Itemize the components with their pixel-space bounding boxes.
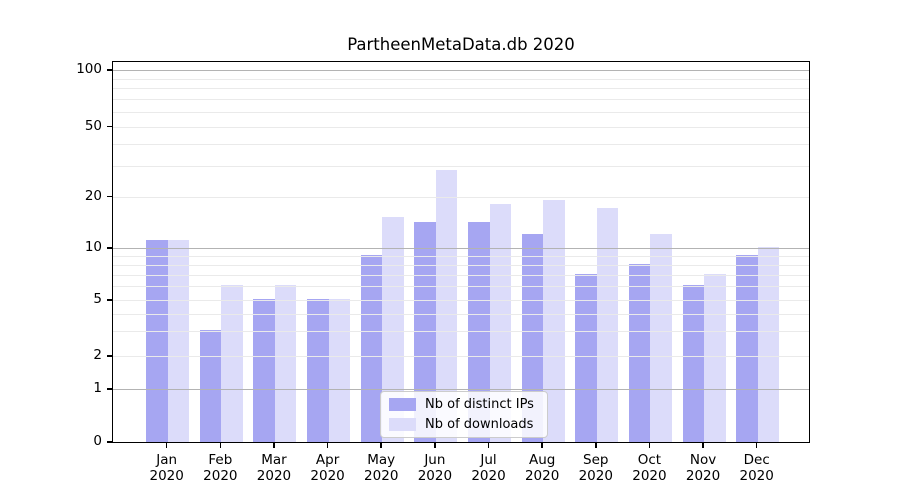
y-tick-1 xyxy=(107,388,112,390)
minor-gridline-5 xyxy=(113,300,809,301)
x-tick-label-dec: Dec 2020 xyxy=(739,452,774,484)
bar-ips-mar xyxy=(253,299,275,442)
bar-ips-jan xyxy=(146,239,168,442)
legend-label-downloads: Nb of downloads xyxy=(425,417,534,432)
x-tick-label-aug: Aug 2020 xyxy=(524,452,560,484)
minor-gridline-4 xyxy=(113,313,809,315)
x-tick-jan xyxy=(165,443,168,448)
bar-ips-feb xyxy=(199,330,222,442)
legend-entry-distinct-ips: Nb of distinct IPs xyxy=(389,397,539,412)
bar-downloads-jan xyxy=(167,239,190,442)
legend-label-distinct-ips: Nb of distinct IPs xyxy=(425,397,534,412)
legend-swatch-downloads xyxy=(389,418,416,431)
y-tick-100 xyxy=(107,69,112,71)
y-tick-label-100: 100 xyxy=(76,61,102,77)
bar-downloads-apr xyxy=(328,299,351,442)
minor-gridline-20 xyxy=(113,196,809,198)
x-tick-jul xyxy=(487,443,490,448)
plot-area: Nb of distinct IPs Nb of downloads xyxy=(112,61,810,443)
minor-gridline-60 xyxy=(113,111,809,113)
bar-downloads-sep xyxy=(596,207,619,442)
y-tick-20 xyxy=(107,195,112,198)
x-tick-feb xyxy=(219,443,222,448)
chart-legend: Nb of distinct IPs Nb of downloads xyxy=(380,391,548,438)
minor-gridline-30 xyxy=(113,165,809,167)
legend-entry-downloads: Nb of downloads xyxy=(389,417,539,432)
y-tick-label-1: 1 xyxy=(93,380,102,396)
x-tick-apr xyxy=(326,443,329,448)
legend-swatch-distinct-ips xyxy=(389,398,416,411)
x-tick-label-jan: Jan 2020 xyxy=(149,452,184,484)
x-tick-label-oct: Oct 2020 xyxy=(632,452,667,484)
minor-gridline-7 xyxy=(113,274,809,276)
bar-ips-nov xyxy=(682,285,705,442)
bar-downloads-jul xyxy=(489,203,512,442)
bar-downloads-dec xyxy=(757,247,780,442)
y-tick-label-20: 20 xyxy=(84,187,102,204)
x-tick-oct xyxy=(648,443,651,448)
x-tick-label-may: May 2020 xyxy=(364,452,399,484)
bar-ips-may xyxy=(360,254,383,442)
minor-gridline-3 xyxy=(113,331,809,333)
x-tick-nov xyxy=(702,443,704,448)
bar-downloads-aug xyxy=(543,199,565,442)
bar-ips-sep xyxy=(575,273,597,442)
y-tick-label-10: 10 xyxy=(84,239,102,255)
x-tick-may xyxy=(380,443,382,448)
bar-downloads-jun xyxy=(435,170,458,442)
x-tick-label-jul: Jul 2020 xyxy=(471,452,506,484)
minor-gridline-2 xyxy=(113,356,809,357)
minor-gridline-80 xyxy=(113,88,809,90)
minor-gridline-8 xyxy=(113,264,809,266)
bar-downloads-may xyxy=(382,217,404,442)
bar-ips-oct xyxy=(628,263,651,442)
x-tick-label-nov: Nov 2020 xyxy=(685,452,721,484)
minor-gridline-50 xyxy=(113,126,809,128)
x-tick-label-sep: Sep 2020 xyxy=(578,452,613,484)
x-tick-label-feb: Feb 2020 xyxy=(203,452,238,484)
minor-gridline-40 xyxy=(113,143,809,145)
minor-gridline-6 xyxy=(113,286,809,288)
y-tick-label-5: 5 xyxy=(93,291,102,307)
y-tick-5 xyxy=(107,299,112,301)
major-gridline-100 xyxy=(113,70,809,71)
y-tick-10 xyxy=(107,247,112,249)
y-tick-0 xyxy=(107,441,112,443)
bar-downloads-nov xyxy=(704,273,726,442)
bar-ips-dec xyxy=(736,254,758,442)
x-tick-label-jun: Jun 2020 xyxy=(417,452,453,484)
major-gridline-10 xyxy=(113,248,809,249)
x-tick-label-apr: Apr 2020 xyxy=(310,452,345,484)
chart-title: PartheenMetaData.db 2020 xyxy=(347,35,575,54)
minor-gridline-90 xyxy=(113,78,809,80)
y-tick-label-2: 2 xyxy=(93,347,102,363)
y-tick-2 xyxy=(107,355,112,357)
major-gridline-1 xyxy=(113,389,809,390)
x-tick-mar xyxy=(273,443,275,448)
minor-gridline-70 xyxy=(113,99,809,101)
x-tick-dec xyxy=(755,443,758,448)
y-tick-50 xyxy=(107,125,112,128)
x-tick-label-mar: Mar 2020 xyxy=(256,452,292,484)
x-tick-aug xyxy=(541,443,543,448)
bar-ips-apr xyxy=(307,299,329,442)
bar-downloads-mar xyxy=(274,285,297,442)
y-tick-label-0: 0 xyxy=(93,433,102,449)
bar-downloads-feb xyxy=(221,285,243,442)
x-tick-sep xyxy=(595,443,597,448)
minor-gridline-9 xyxy=(113,255,809,257)
x-tick-jun xyxy=(434,443,436,448)
y-tick-label-50: 50 xyxy=(84,117,102,134)
